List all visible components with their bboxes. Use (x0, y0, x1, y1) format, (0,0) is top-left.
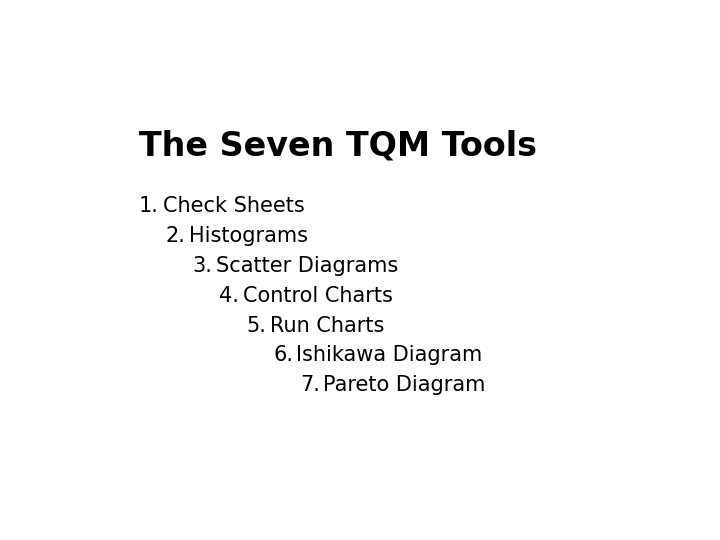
Text: Pareto Diagram: Pareto Diagram (323, 375, 485, 395)
Text: Check Sheets: Check Sheets (163, 196, 305, 216)
Text: The Seven TQM Tools: The Seven TQM Tools (139, 129, 537, 162)
Text: 5.: 5. (246, 315, 266, 335)
Text: 2.: 2. (166, 226, 186, 246)
Text: 6.: 6. (273, 346, 293, 366)
Text: Ishikawa Diagram: Ishikawa Diagram (297, 346, 482, 366)
Text: Histograms: Histograms (189, 226, 308, 246)
Text: Scatter Diagrams: Scatter Diagrams (216, 255, 398, 275)
Text: 4.: 4. (220, 286, 239, 306)
Text: 3.: 3. (193, 255, 212, 275)
Text: Control Charts: Control Charts (243, 286, 393, 306)
Text: 1.: 1. (139, 196, 159, 216)
Text: Run Charts: Run Charts (270, 315, 384, 335)
Text: 7.: 7. (300, 375, 320, 395)
